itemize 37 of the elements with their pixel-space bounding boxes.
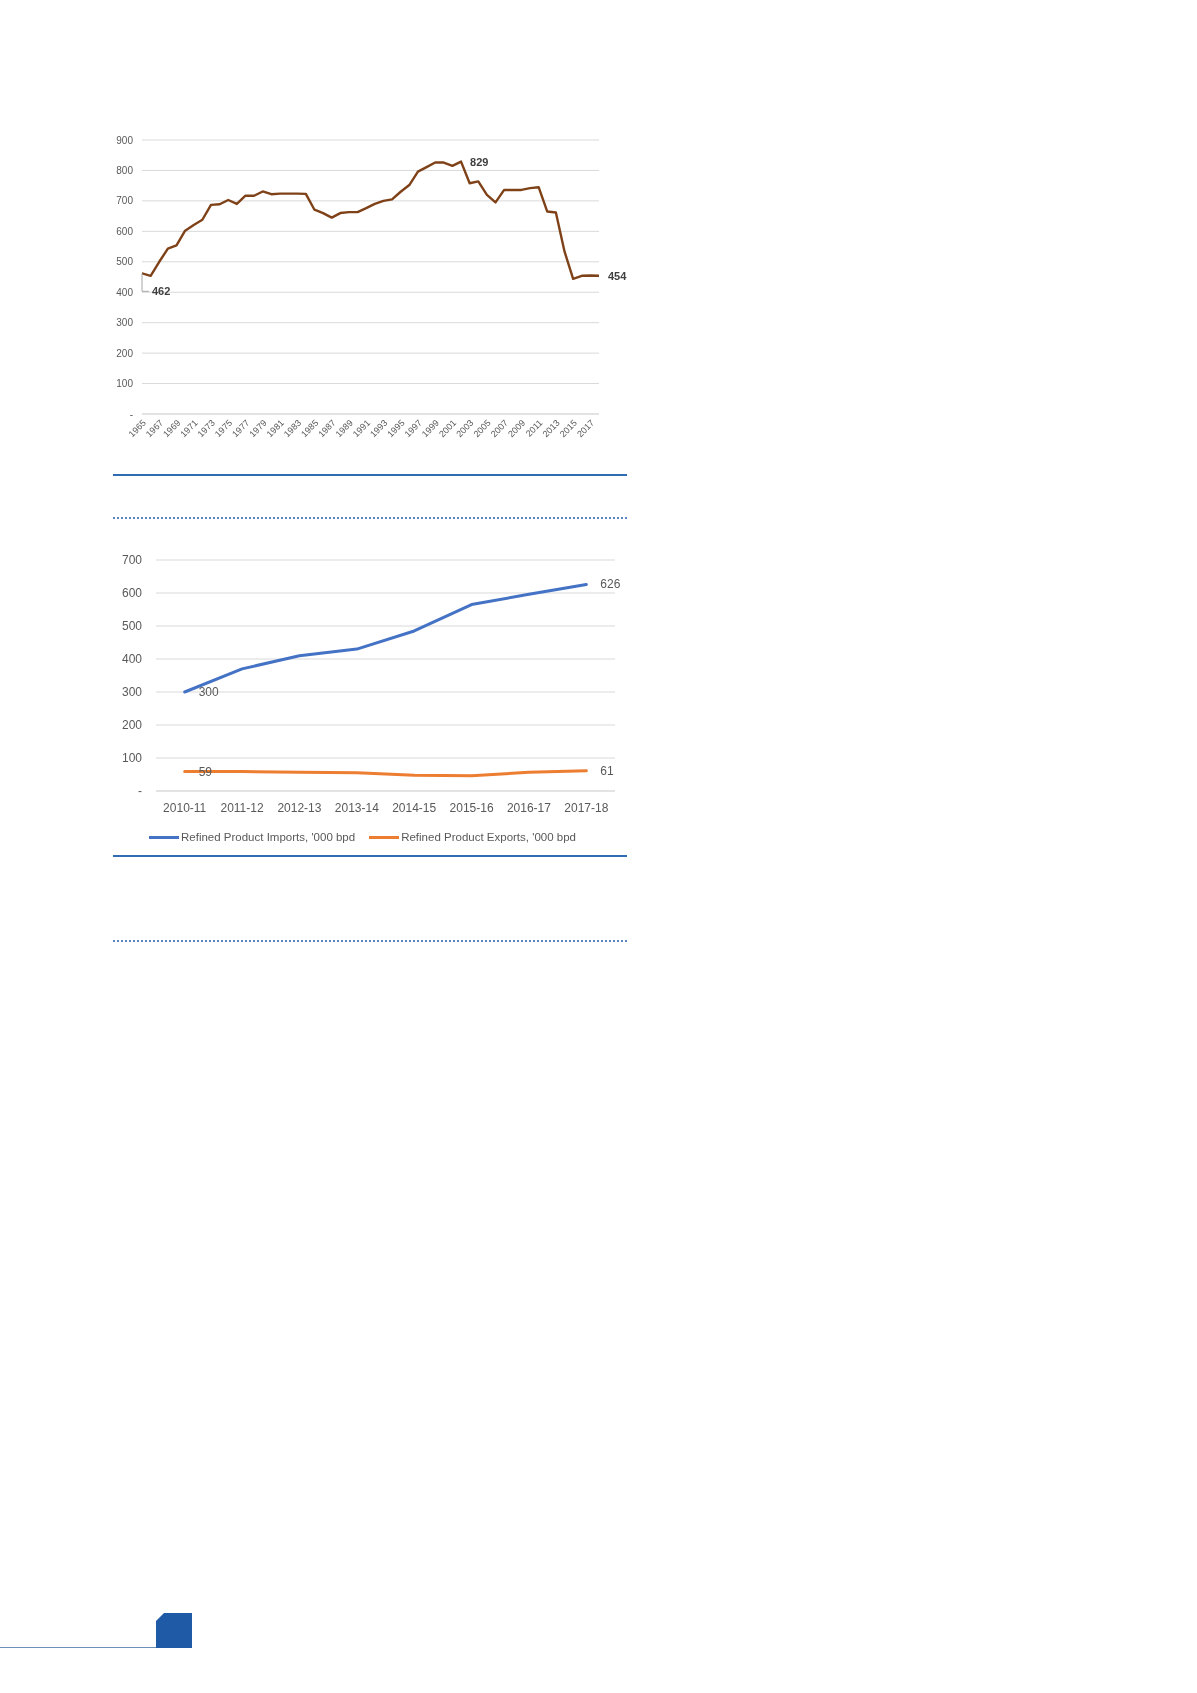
y-tick-label: 800 [116,164,134,176]
y-tick-label: - [129,408,133,420]
data-label: 829 [470,155,489,168]
data-label: 626 [600,577,621,592]
legend-label: Refined Product Imports, '000 bpd [181,831,356,843]
x-tick-label: 2012-13 [277,800,322,815]
x-tick-label: 2011-12 [220,800,264,815]
data-label: 59 [198,764,213,779]
x-tick-label: 2015-16 [449,800,494,815]
y-tick-label: 200 [116,347,134,359]
data-label: 462 [152,285,171,298]
y-tick-label: - [138,784,142,799]
y-tick-label: 700 [116,195,134,207]
x-tick-label: 2010-11 [163,800,207,815]
y-tick-label: 600 [121,586,143,601]
line-series [142,160,599,281]
x-tick-label: 2016-17 [506,800,552,815]
x-tick-label: 2014-15 [392,800,437,815]
y-tick-label: 100 [116,378,134,390]
y-tick-label: 200 [121,718,143,733]
y-tick-label: 100 [121,751,143,766]
data-label: 61 [600,763,614,778]
x-tick-label: 2013-14 [334,800,380,815]
y-tick-label: 600 [116,225,134,237]
y-tick-label: 400 [116,286,134,298]
y-tick-label: 900 [116,134,134,146]
y-tick-label: 400 [121,652,143,667]
y-tick-label: 300 [121,685,143,700]
y-tick-label: 500 [116,256,134,268]
x-tick-label: 2017-18 [564,800,609,815]
y-tick-label: 500 [121,619,143,634]
y-tick-label: 700 [121,553,143,568]
line-series [183,582,588,694]
y-tick-label: 300 [116,317,134,329]
data-label: 454 [608,269,628,282]
data-label: 300 [198,685,220,699]
legend-label: Refined Product Exports, '000 bpd [401,831,576,843]
